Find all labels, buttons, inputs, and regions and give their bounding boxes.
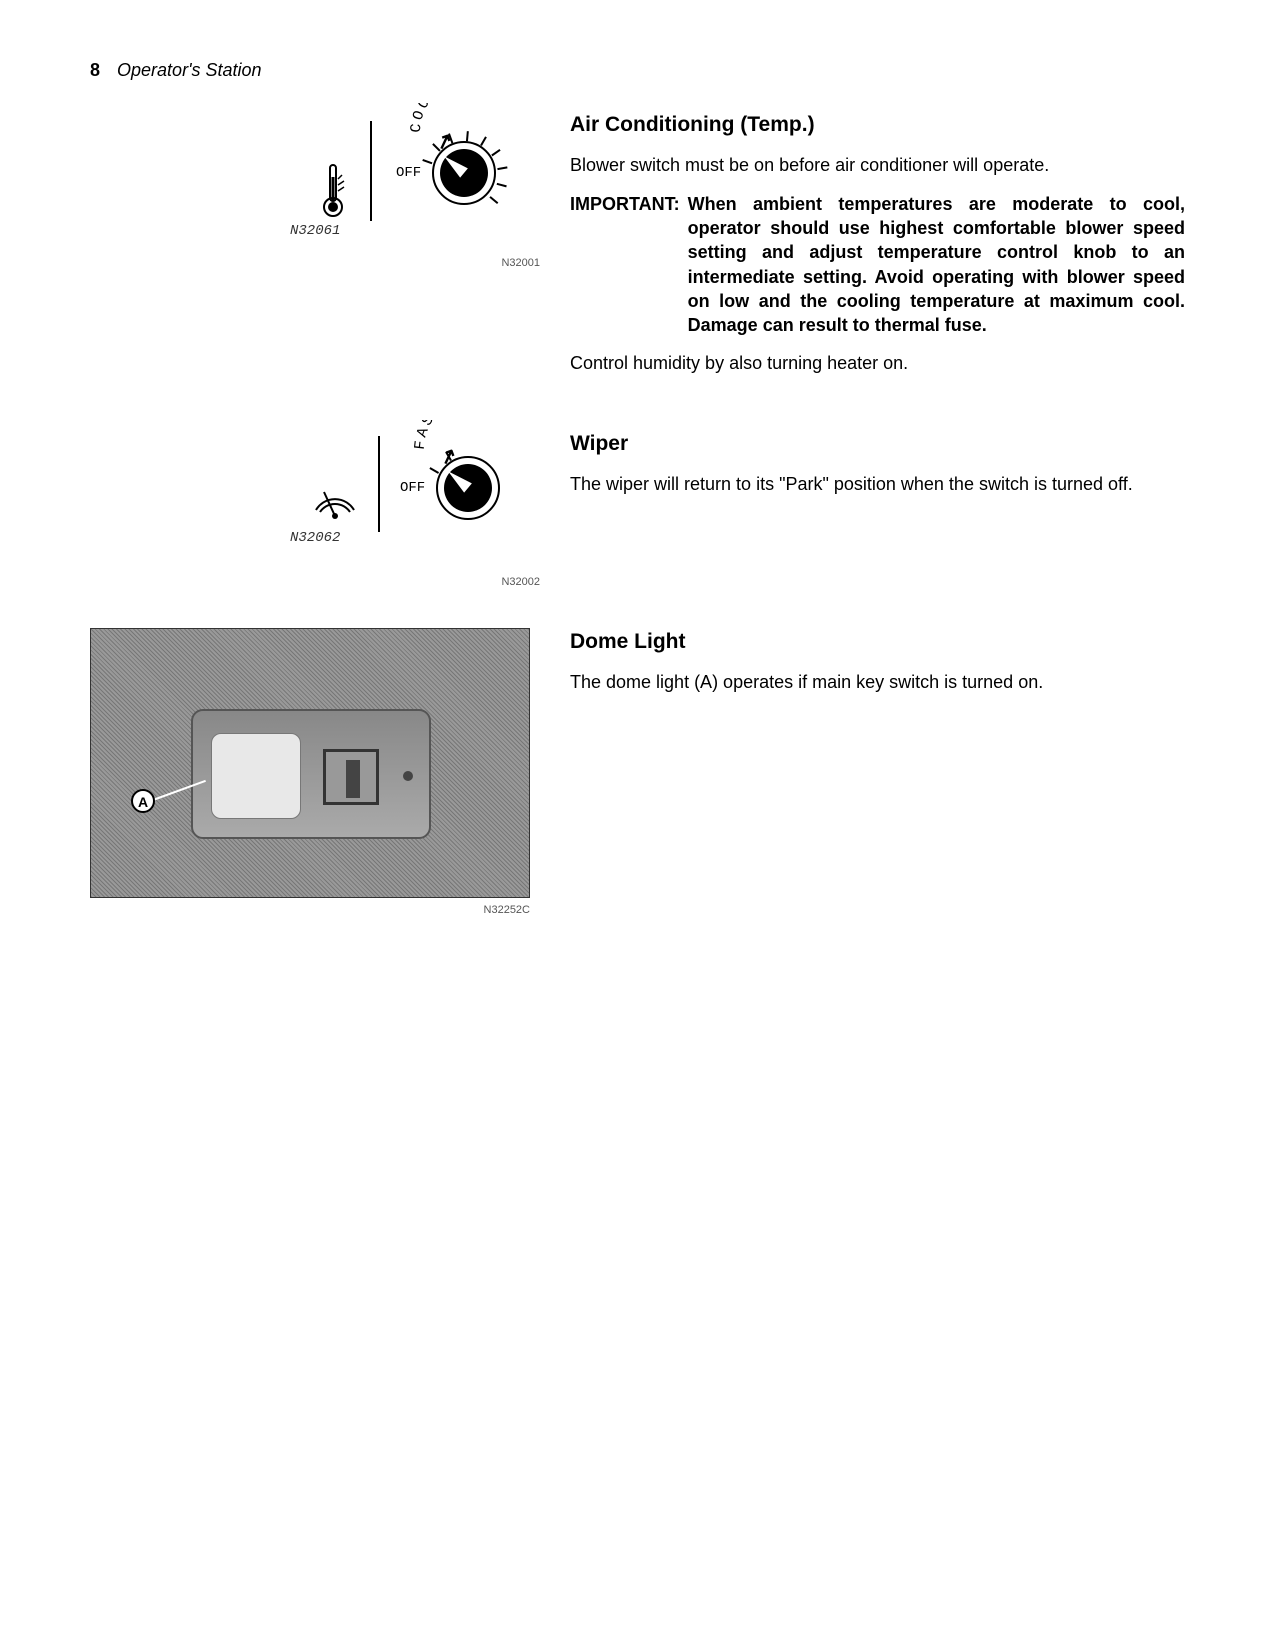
screw-icon (403, 771, 413, 781)
ac-paragraph-2: Control humidity by also turning heater … (570, 351, 1185, 375)
ac-paragraph-1: Blower switch must be on before air cond… (570, 153, 1185, 177)
important-label: IMPORTANT: (570, 192, 688, 338)
svg-text:COOLER: COOLER (410, 103, 463, 134)
figure-id: N32062 (290, 530, 340, 546)
wiper-dial (436, 456, 500, 520)
section-dome-light: A N32252C Dome Light The dome light (A) … (90, 628, 1185, 916)
figure-caption: N32252C (90, 904, 530, 916)
dome-panel (191, 709, 431, 839)
figure-id: N32061 (290, 223, 340, 239)
page-header: 8 Operator's Station (90, 60, 1185, 81)
figure-caption: N32002 (90, 576, 540, 588)
figure-caption: N32001 (90, 257, 540, 269)
section-air-conditioning: N32061 COOLER OFF ↗ (90, 111, 1185, 390)
wiper-heading: Wiper (570, 430, 1185, 458)
wiper-icon (310, 482, 360, 522)
wiper-dial-figure: N32062 FASTER OFF ↗ (320, 430, 540, 570)
important-text: When ambient temperatures are moderate t… (688, 192, 1185, 338)
divider-bar (378, 436, 380, 532)
thermometer-icon (320, 161, 348, 221)
divider-bar (370, 121, 372, 221)
dome-switch (323, 749, 379, 805)
section-title: Operator's Station (117, 60, 262, 80)
section-wiper: N32062 FASTER OFF ↗ N32002 (90, 430, 1185, 588)
cooler-arc-label: COOLER (410, 103, 540, 143)
off-label: OFF (396, 165, 421, 181)
callout-a: A (131, 789, 155, 813)
ac-heading: Air Conditioning (Temp.) (570, 111, 1185, 139)
dome-paragraph-1: The dome light (A) operates if main key … (570, 670, 1185, 694)
ac-dial (432, 141, 496, 205)
dome-lens (211, 733, 301, 819)
faster-arc-label: FASTER (414, 420, 544, 460)
dome-heading: Dome Light (570, 628, 1185, 656)
important-block: IMPORTANT: When ambient temperatures are… (570, 192, 1185, 338)
off-label: OFF (400, 480, 425, 496)
page-number: 8 (90, 60, 100, 80)
wiper-paragraph-1: The wiper will return to its "Park" posi… (570, 472, 1185, 496)
ac-dial-figure: N32061 COOLER OFF ↗ (320, 111, 540, 251)
dome-light-photo: A (90, 628, 530, 898)
